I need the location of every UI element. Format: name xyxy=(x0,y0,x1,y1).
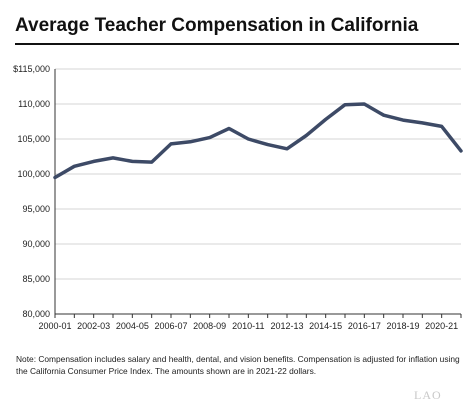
x-tick-label: 2004-05 xyxy=(116,321,149,331)
x-tick-label: 2010-11 xyxy=(232,321,264,331)
data-point xyxy=(382,114,385,116)
x-tick-label: 2002-03 xyxy=(77,321,110,331)
data-point xyxy=(170,143,172,145)
x-tick-label: 2008-09 xyxy=(193,321,226,331)
data-point xyxy=(440,125,443,128)
grid-lines xyxy=(55,68,461,280)
line-chart: 80,000 85,000 90,000 95,000 100,000 105,000 11… xyxy=(13,64,463,331)
y-tick-label: $115,000 xyxy=(13,64,50,74)
chart-note: Note: Compensation includes salary and h… xyxy=(16,354,460,376)
data-point xyxy=(247,138,250,140)
data-point xyxy=(402,119,404,121)
y-tick-label: 110,000 xyxy=(18,99,50,109)
data-point xyxy=(92,160,95,163)
data-point xyxy=(266,143,269,146)
data-point xyxy=(73,165,76,168)
x-tick-label: 2018-19 xyxy=(386,321,419,331)
y-tick-label: 105,000 xyxy=(17,134,50,144)
data-point xyxy=(131,160,134,163)
lao-logo: LAO xyxy=(414,388,442,402)
x-tick-label: 2006-07 xyxy=(154,321,187,331)
y-tick-label: 85,000 xyxy=(22,274,50,284)
chart-title: Average Teacher Compensation in Californ… xyxy=(15,15,419,36)
y-tick-label: 90,000 xyxy=(22,239,50,249)
series xyxy=(53,102,463,180)
data-point xyxy=(344,103,346,106)
data-point xyxy=(208,136,211,139)
tick-labels: 80,000 85,000 90,000 95,000 100,000 105,000 11… xyxy=(13,64,458,331)
data-point xyxy=(421,122,424,124)
x-tick-label: 2014-15 xyxy=(309,321,342,331)
x-tick-label: 2016-17 xyxy=(348,321,381,331)
x-tick-label: 2020-21 xyxy=(425,321,458,331)
data-point xyxy=(189,141,192,143)
data-point xyxy=(363,103,366,105)
data-point xyxy=(54,176,56,179)
y-tick-label: 80,000 xyxy=(22,309,50,319)
data-point xyxy=(324,118,327,121)
data-point xyxy=(150,161,153,163)
series-line xyxy=(53,102,463,180)
x-tick-label: 2012-13 xyxy=(270,321,303,331)
title-rule xyxy=(15,43,459,45)
data-point xyxy=(305,134,308,137)
x-tick-label: 2000-01 xyxy=(38,321,71,331)
y-tick-label: 95,000 xyxy=(22,204,50,214)
axes xyxy=(54,69,462,318)
y-tick-label: 100,000 xyxy=(17,169,50,179)
data-point xyxy=(112,157,114,159)
data-point xyxy=(460,150,462,152)
data-point xyxy=(228,127,230,130)
data-point xyxy=(286,148,288,150)
